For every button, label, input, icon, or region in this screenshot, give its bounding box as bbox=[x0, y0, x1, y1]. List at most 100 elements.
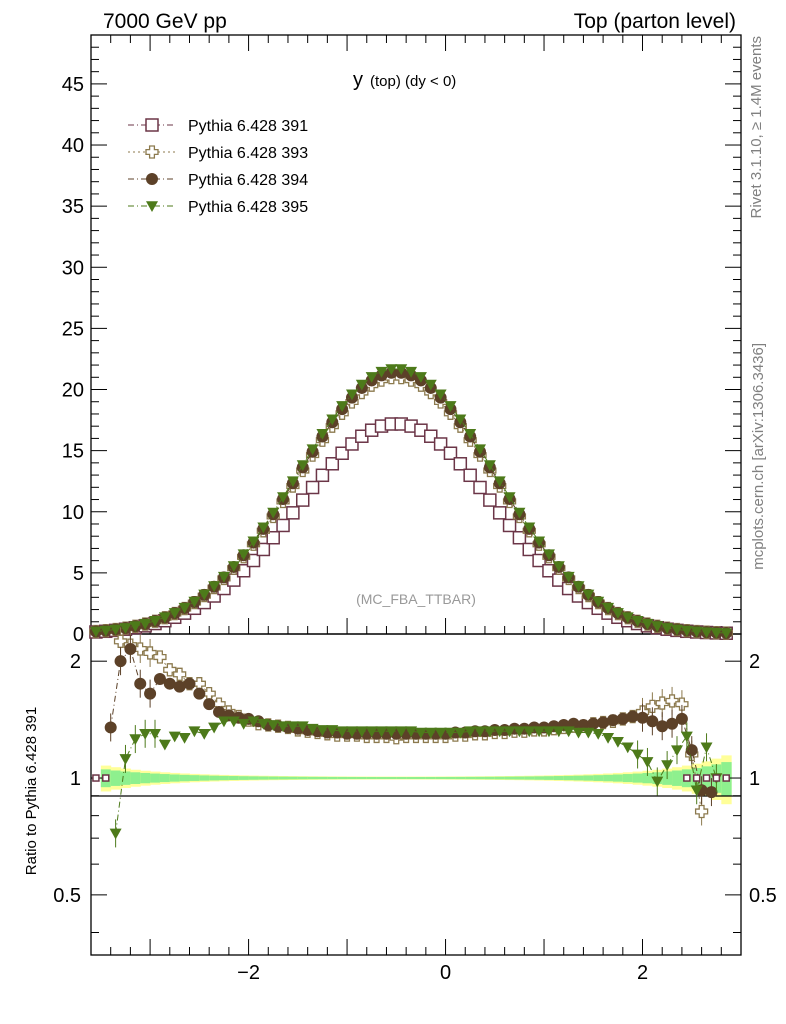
plot-frames bbox=[90, 34, 742, 956]
ratio-series-point bbox=[655, 696, 669, 710]
band-inner bbox=[386, 777, 397, 780]
band-inner bbox=[425, 776, 437, 780]
band-inner bbox=[347, 776, 358, 780]
legend-entry-label: Pythia 6.428 394 bbox=[188, 172, 308, 189]
band-inner bbox=[337, 776, 348, 780]
main-series-point bbox=[443, 446, 458, 461]
ratio-series-point bbox=[158, 739, 171, 751]
legend-marker bbox=[146, 201, 158, 212]
main-series-point bbox=[483, 460, 496, 472]
main-series-point bbox=[296, 460, 309, 472]
axis-ticks: 0 5 10 15 20 25 30 35 40 45 −2 0 2 0.5 0.5 1 1 2 2 bbox=[53, 35, 777, 984]
band-inner bbox=[228, 776, 240, 781]
main-series-point bbox=[149, 616, 162, 627]
ratio-series-point bbox=[124, 642, 137, 655]
ratio-series-point bbox=[670, 745, 683, 757]
band-inner bbox=[238, 776, 250, 780]
ratio-y-tick-label-right: 1 bbox=[749, 768, 760, 790]
main-series-point bbox=[454, 414, 467, 426]
main-series-point bbox=[562, 571, 575, 583]
band-inner bbox=[416, 777, 427, 780]
ratio-series-point bbox=[602, 732, 615, 744]
main-series-point bbox=[522, 542, 537, 557]
main-series-point bbox=[286, 506, 300, 520]
main-series-point bbox=[533, 536, 546, 548]
ratio-series-point bbox=[606, 714, 619, 727]
band-inner bbox=[514, 776, 525, 780]
main-y-tick-label: 10 bbox=[62, 502, 84, 524]
main-series-point bbox=[345, 389, 358, 401]
ratio-series-point bbox=[277, 721, 290, 733]
ratio-series-point bbox=[143, 646, 157, 660]
band-inner bbox=[120, 771, 131, 785]
band-inner bbox=[504, 776, 515, 780]
main-series-point bbox=[503, 492, 516, 504]
main-series-point bbox=[325, 457, 340, 471]
band-inner bbox=[593, 775, 604, 781]
main-series-point bbox=[502, 518, 517, 533]
main-series-point bbox=[493, 476, 506, 488]
band-inner bbox=[632, 773, 644, 783]
ratio-series-point bbox=[587, 717, 600, 730]
main-series-point bbox=[621, 612, 634, 624]
band-inner bbox=[406, 777, 417, 780]
band-inner bbox=[159, 774, 171, 783]
ratio-series-point bbox=[705, 786, 718, 799]
ratio-reference-point bbox=[712, 774, 721, 782]
ratio-series-point bbox=[474, 726, 487, 738]
band-inner bbox=[534, 776, 545, 780]
band-inner bbox=[435, 776, 447, 780]
main-series-point bbox=[641, 618, 654, 630]
legend-entry-label: Pythia 6.428 395 bbox=[188, 199, 308, 216]
main-series-point bbox=[326, 414, 339, 426]
main-series-point bbox=[582, 589, 595, 601]
main-series-point bbox=[424, 379, 437, 391]
ratio-series-point bbox=[464, 726, 477, 738]
plot-title-main: y bbox=[353, 69, 363, 91]
ratio-series-point bbox=[661, 760, 674, 772]
ratio-series-point bbox=[385, 726, 398, 738]
main-series-point bbox=[700, 627, 713, 639]
ratio-reference-point bbox=[92, 774, 100, 782]
band-inner bbox=[140, 772, 151, 784]
main-series-point bbox=[651, 621, 664, 633]
main-series-point bbox=[611, 608, 624, 619]
ratio-series-point bbox=[685, 744, 698, 757]
band-inner bbox=[376, 777, 387, 780]
ratio-series-point bbox=[213, 705, 226, 718]
band-inner bbox=[317, 776, 328, 780]
ratio-series-point bbox=[405, 726, 418, 738]
main-series-point bbox=[178, 602, 191, 614]
main-series-point bbox=[89, 626, 102, 638]
main-series-point bbox=[119, 623, 132, 634]
main-series-point bbox=[237, 549, 250, 561]
main-y-tick-label: 30 bbox=[62, 257, 84, 279]
ratio-series-point bbox=[104, 721, 117, 734]
plot-title-sub: (top) (dy < 0) bbox=[370, 73, 456, 90]
main-series-point bbox=[710, 627, 723, 639]
main-series-point bbox=[256, 542, 271, 557]
ratio-series-point bbox=[690, 785, 703, 797]
main-series-point bbox=[720, 628, 733, 640]
band-inner bbox=[563, 775, 575, 781]
main-series-point bbox=[434, 389, 447, 401]
ratio-series-point bbox=[365, 726, 378, 738]
main-series-point bbox=[168, 608, 181, 619]
ratio-series bbox=[92, 627, 730, 848]
band-inner bbox=[553, 776, 565, 781]
ratio-series-point bbox=[247, 716, 260, 728]
ratio-series-point bbox=[316, 725, 329, 736]
ratio-series-point bbox=[114, 655, 127, 668]
ratio-series-point bbox=[134, 677, 147, 690]
main-y-tick-label: 15 bbox=[62, 441, 84, 463]
main-y-tick-label: 35 bbox=[62, 196, 84, 218]
main-y-tick-label: 20 bbox=[62, 380, 84, 402]
ratio-series-point bbox=[119, 754, 132, 765]
main-series-point bbox=[267, 507, 280, 519]
ratio-x-tick-label: 2 bbox=[637, 962, 648, 984]
main-series-point bbox=[276, 518, 290, 533]
main-y-tick-label: 5 bbox=[73, 563, 84, 585]
ratio-series-point bbox=[267, 720, 280, 731]
ratio-series-point bbox=[454, 727, 467, 739]
